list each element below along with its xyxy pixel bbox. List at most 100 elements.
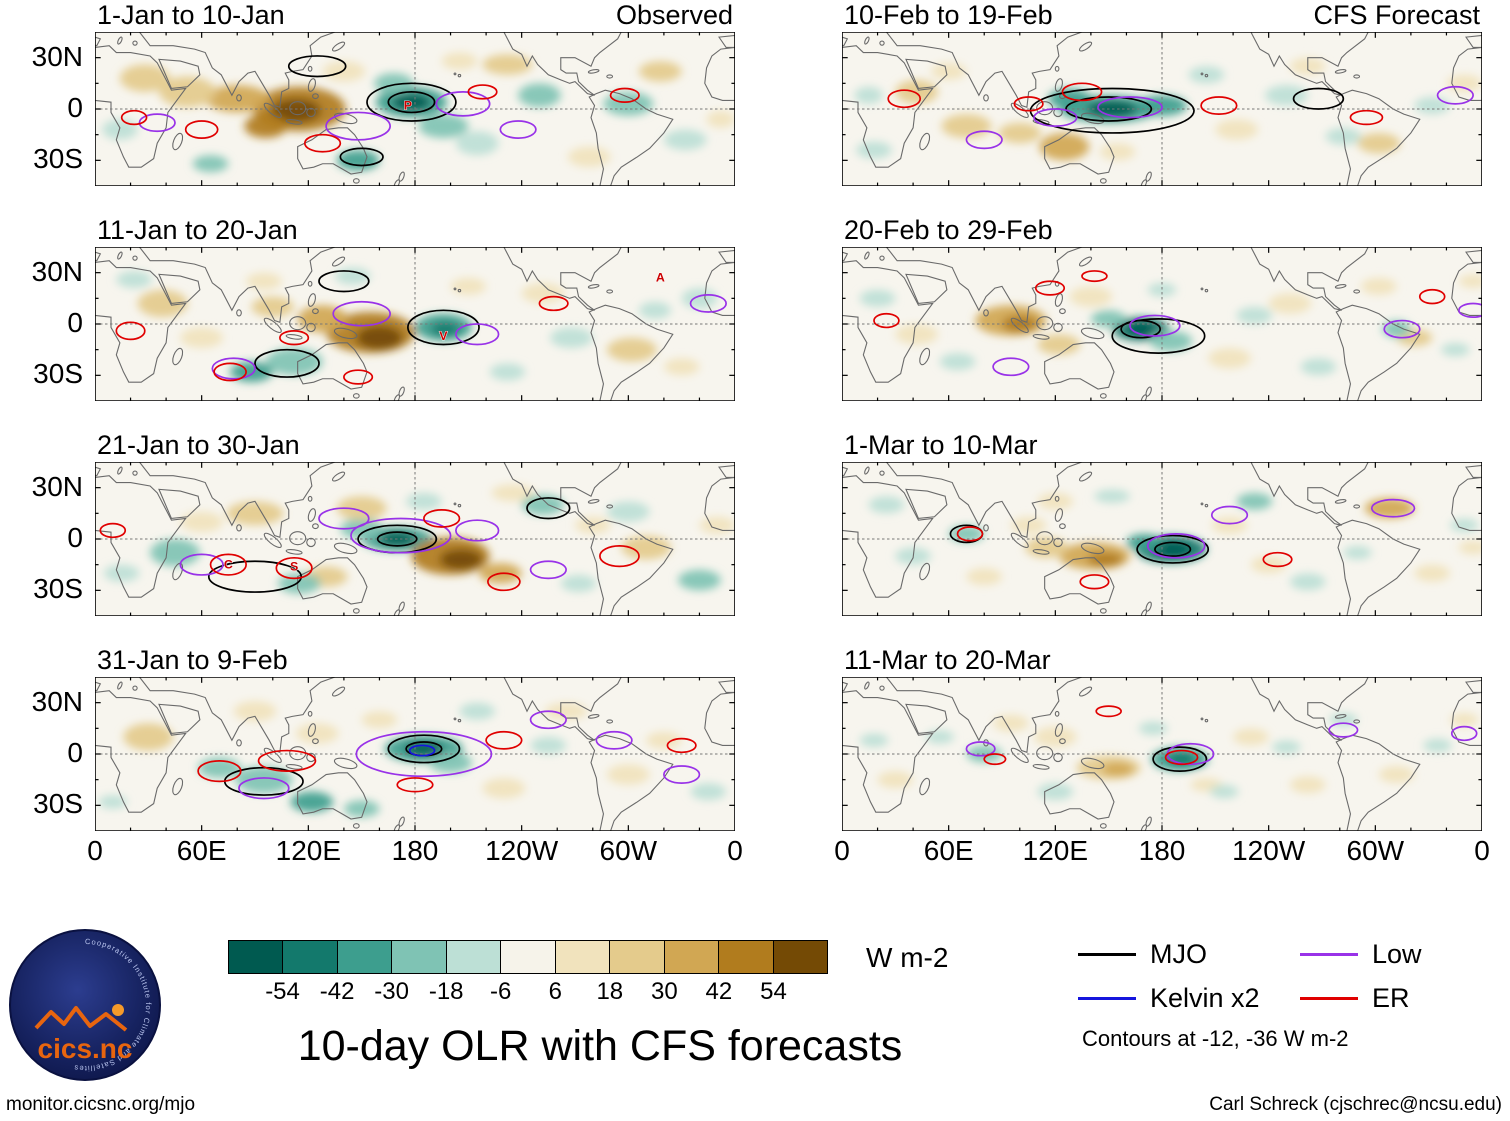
y-tick-label: 0: [67, 522, 83, 553]
legend-label: Low: [1372, 938, 1422, 969]
colorbar-tick-label: -54: [265, 978, 300, 1005]
panel-title-row: 11-Mar to 20-Mar: [842, 645, 1482, 677]
x-tick-label: 120E: [1022, 835, 1089, 866]
panel-title: 10-Feb to 19-Feb: [844, 0, 1053, 30]
map-panel: 10-Feb to 19-Feb CFS Forecast: [842, 0, 1482, 186]
legend-item: ER: [1300, 982, 1410, 1014]
y-tick-label: 30S: [33, 573, 83, 605]
y-tick-label: 30S: [33, 788, 83, 820]
colorbar-tick-label: 18: [596, 978, 624, 1005]
y-tick-label: 30S: [33, 358, 83, 390]
x-axis-labels: 0 60E 120E 180 120W 60W 0: [87, 835, 743, 869]
y-tick-label: 30N: [31, 255, 83, 287]
x-tick-label: 120E: [275, 835, 342, 866]
wave-center-marker: V: [439, 329, 448, 343]
contour-legend: MJO Low Kelvin x2 ER: [1078, 938, 1508, 1024]
map-canvas: [842, 247, 1482, 401]
x-tick-label: 60E: [176, 835, 227, 866]
cics-logo: Cooperative Institute for Climate and Sa…: [6, 924, 164, 1086]
map-canvas: [842, 462, 1482, 616]
wave-center-marker: C: [224, 558, 233, 572]
legend-item: MJO: [1078, 938, 1207, 970]
map-panel: 1-Jan to 10-Jan Observed P 30N 0 30S: [32, 0, 735, 186]
x-tick-label: 0: [834, 835, 850, 866]
legend-item: Kelvin x2: [1078, 982, 1260, 1014]
logo-sun-icon: [112, 1004, 124, 1016]
wave-center-marker: S: [290, 560, 298, 574]
y-tick-label: 30S: [33, 143, 83, 175]
colorbar-cell: [336, 941, 392, 973]
panel-title: 21-Jan to 30-Jan: [97, 430, 300, 460]
colorbar-cell: [282, 941, 337, 973]
x-tick-label: 0: [727, 835, 743, 866]
colorbar-units-label: W m-2: [866, 942, 949, 973]
panel-title: 31-Jan to 9-Feb: [97, 645, 288, 675]
y-axis-labels: 30N 0 30S: [3, 677, 91, 831]
y-axis-labels: 30N 0 30S: [3, 32, 91, 186]
legend-label: ER: [1372, 982, 1410, 1013]
colorbar-tick-label: 30: [651, 978, 678, 1005]
colorbar-cell: [772, 941, 827, 973]
colorbar-cell: [229, 941, 283, 973]
y-tick-label: 0: [67, 92, 83, 123]
x-tick-label: 60W: [599, 835, 658, 866]
colorbar-cell: [718, 941, 773, 973]
map-panel: 20-Feb to 29-Feb: [842, 215, 1482, 401]
colorbar: [228, 940, 828, 974]
map-panel: 31-Jan to 9-Feb 30N 0 30S: [32, 645, 735, 831]
legend-line-sample: [1300, 952, 1358, 956]
panel-title-row: 1-Jan to 10-Jan Observed: [95, 0, 735, 32]
panel-corner-label: Observed: [615, 0, 733, 30]
x-axis-labels: 0 60E 120E 180 120W 60W 0: [834, 835, 1490, 869]
x-tick-label: 120W: [1232, 835, 1306, 866]
y-tick-label: 30N: [31, 470, 83, 502]
panel-title: 11-Jan to 20-Jan: [97, 215, 298, 245]
panel-title-row: 1-Mar to 10-Mar: [842, 430, 1482, 462]
logo-mountains-icon: [34, 1006, 128, 1032]
colorbar-tick-label: 6: [548, 978, 562, 1005]
y-tick-label: 0: [67, 307, 83, 338]
colorbar-tick-label: -6: [490, 978, 512, 1005]
legend-label: Kelvin x2: [1150, 982, 1260, 1013]
colorbar-tick-label: -30: [374, 978, 409, 1005]
legend-label: MJO: [1150, 938, 1207, 969]
map-canvas: [842, 677, 1482, 831]
x-tick-label: 180: [391, 835, 439, 866]
panel-title: 11-Mar to 20-Mar: [844, 645, 1051, 675]
x-tick-label: 120W: [485, 835, 559, 866]
colorbar-cell: [500, 941, 555, 973]
contour-note: Contours at -12, -36 W m-2: [1082, 1026, 1349, 1051]
colorbar-cell: [609, 941, 664, 973]
colorbar-cell: [554, 941, 610, 973]
map-canvas: [95, 677, 735, 831]
y-tick-label: 30N: [31, 40, 83, 72]
panel-title-row: 10-Feb to 19-Feb CFS Forecast: [842, 0, 1482, 32]
colorbar-tick-label: -18: [428, 978, 464, 1005]
colorbar-cell: [391, 941, 446, 973]
y-axis-labels: 30N 0 30S: [3, 247, 91, 401]
panel-title-row: 31-Jan to 9-Feb: [95, 645, 735, 677]
colorbar-tick-label: 42: [705, 978, 733, 1005]
footer-credit: Carl Schreck (cjschrec@ncsu.edu): [1209, 1094, 1502, 1115]
y-axis-labels: 30N 0 30S: [3, 462, 91, 616]
panel-corner-label: CFS Forecast: [1313, 0, 1480, 30]
x-tick-label: 60W: [1346, 835, 1405, 866]
panel-title-row: 11-Jan to 20-Jan: [95, 215, 735, 247]
x-tick-label: 180: [1138, 835, 1186, 866]
legend-line-sample: [1078, 996, 1136, 1000]
legend-item: Low: [1300, 938, 1422, 970]
logo-circle: [9, 929, 161, 1081]
map-panel: 21-Jan to 30-Jan C S 30N 0 30S: [32, 430, 735, 616]
map-canvas: VA: [95, 247, 735, 401]
colorbar-tick-label: -42: [319, 978, 355, 1005]
map-panel: 11-Mar to 20-Mar: [842, 645, 1482, 831]
map-canvas: P: [95, 32, 735, 186]
panel-title-row: 21-Jan to 30-Jan: [95, 430, 735, 462]
x-tick-label: 60E: [923, 835, 974, 866]
colorbar-cell: [445, 941, 501, 973]
colorbar-tick-labels: -54 -42 -30 -18 -6 6 18 30 42 54: [228, 978, 828, 1006]
x-tick-label: 0: [1474, 835, 1490, 866]
wave-center-marker: P: [404, 99, 412, 113]
